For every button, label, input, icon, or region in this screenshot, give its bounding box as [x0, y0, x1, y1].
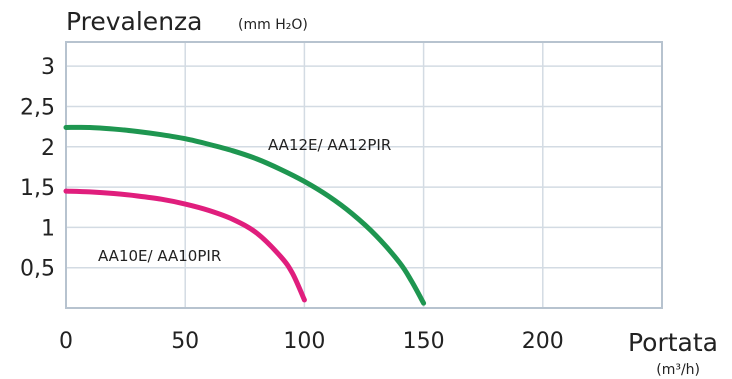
x-tick-label: 0 — [59, 329, 73, 354]
y-axis-title: Prevalenza — [66, 7, 202, 36]
series-line-aa12 — [63, 124, 427, 306]
series-label-aa10: AA10E/ AA10PIR — [98, 247, 221, 265]
grid — [66, 42, 662, 308]
y-tick-label: 1 — [41, 216, 55, 241]
tick-labels: 0 50 100 150 200 0,5 1 1,5 2 2,5 3 — [20, 55, 564, 354]
x-tick-label: 200 — [522, 329, 564, 354]
x-axis-unit: (m³/h) — [656, 362, 700, 378]
y-tick-label: 2 — [41, 136, 55, 161]
x-tick-label: 50 — [171, 329, 199, 354]
y-tick-label: 0,5 — [20, 257, 55, 282]
series-label-aa12: AA12E/ AA12PIR — [268, 136, 391, 154]
plot-frame — [65, 41, 663, 309]
series-lines — [63, 124, 427, 306]
y-tick-label: 2,5 — [20, 95, 55, 120]
x-tick-label: 150 — [403, 329, 445, 354]
y-axis-unit: (mm H₂O) — [238, 17, 308, 33]
x-axis-title: Portata — [628, 328, 718, 357]
x-tick-label: 100 — [283, 329, 325, 354]
y-tick-label: 1,5 — [20, 176, 55, 201]
y-tick-label: 3 — [41, 55, 55, 80]
series-line-aa10 — [63, 188, 307, 303]
